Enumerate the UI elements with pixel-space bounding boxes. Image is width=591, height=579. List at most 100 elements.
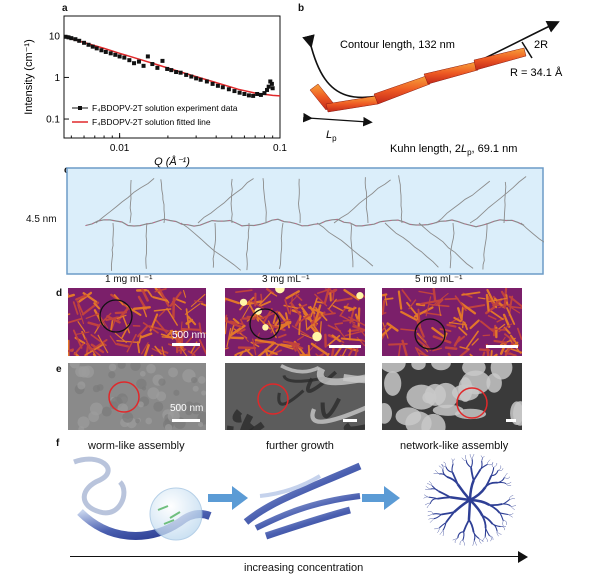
- data-point: [242, 91, 247, 96]
- data-point: [77, 38, 82, 43]
- data-point: [69, 36, 74, 41]
- panel-label-d: d: [56, 288, 63, 299]
- scale-bar: [172, 419, 200, 422]
- data-point: [165, 66, 170, 71]
- data-point: [113, 52, 118, 57]
- stage-label-worm: worm-like assembly: [88, 440, 185, 452]
- contour-length-label: Contour length, 132 nm: [340, 39, 455, 51]
- data-point: [141, 63, 146, 68]
- network-assembly: [423, 454, 517, 546]
- scale-bar: [329, 345, 361, 348]
- data-point: [103, 49, 108, 54]
- y-tick-label: 1: [54, 73, 60, 84]
- panel-label-e: e: [56, 364, 62, 375]
- concentration-axis-arrow: [518, 551, 528, 563]
- worm-chain-diagram: Contour length, 132 nm 2R R = 34.1 Å Lp …: [302, 20, 563, 157]
- data-point: [266, 84, 271, 89]
- data-point: [122, 55, 127, 60]
- data-point: [90, 44, 95, 49]
- two-r-label: 2R: [534, 39, 548, 51]
- height-label: 4.5 nm: [26, 214, 57, 225]
- progress-arrow-1: [208, 486, 248, 510]
- stage-label-growth: further growth: [266, 440, 334, 452]
- x-axis-label: Q (Å⁻¹): [154, 155, 190, 168]
- concentration-axis: [70, 556, 520, 557]
- tem-image-3mg: [225, 363, 365, 430]
- concentration-label-1: 1 mg mL⁻¹: [105, 274, 153, 285]
- data-point: [220, 85, 225, 90]
- growth-ribbons: [243, 462, 362, 540]
- data-point: [169, 68, 174, 73]
- data-point: [174, 70, 179, 75]
- data-point: [127, 58, 132, 63]
- data-point: [204, 79, 209, 84]
- molecular-structure-image: [66, 167, 544, 275]
- data-point: [194, 76, 199, 81]
- data-point: [136, 59, 141, 64]
- data-point: [255, 91, 260, 96]
- scale-bar: [172, 343, 200, 346]
- radius-label: R = 34.1 Å: [510, 66, 563, 79]
- afm-scale-label: 500 nm: [172, 330, 206, 341]
- persistence-length-label: Lp: [326, 129, 337, 143]
- data-point: [86, 42, 91, 47]
- afm-image-1mg: [68, 288, 206, 356]
- tem-image-1mg: [68, 363, 206, 430]
- concentration-label-2: 3 mg mL⁻¹: [262, 274, 310, 285]
- concentration-label-3: 5 mg mL⁻¹: [415, 274, 463, 285]
- y-tick-label: 0.1: [46, 115, 60, 126]
- panel-label-a: a: [62, 3, 68, 14]
- data-point: [82, 40, 87, 45]
- data-point: [237, 90, 242, 95]
- data-point: [145, 54, 150, 59]
- kuhn-length-label: Kuhn length, 2Lp, 69.1 nm: [390, 143, 517, 157]
- data-point: [189, 74, 194, 79]
- saxs-chart: 0.01 0.1 0.1 1 10 F₄BDOPV-2T solution experim…: [23, 15, 287, 168]
- highlight-circle: [456, 387, 488, 419]
- y-tick-label: 10: [49, 31, 61, 42]
- highlight-circle: [257, 383, 289, 415]
- x-tick-label: 0.1: [273, 143, 287, 154]
- persistence-arrow: [302, 112, 373, 127]
- concentration-axis-label: increasing concentration: [244, 562, 364, 574]
- data-point: [215, 83, 220, 88]
- data-point: [258, 92, 263, 97]
- data-point: [184, 72, 189, 77]
- data-point: [226, 87, 231, 92]
- data-point: [198, 77, 203, 82]
- data-point: [178, 70, 183, 75]
- data-point: [150, 62, 155, 67]
- progress-arrow-2: [362, 486, 400, 510]
- data-point: [63, 34, 68, 39]
- data-point: [160, 58, 165, 63]
- data-point: [66, 35, 71, 40]
- data-point: [265, 87, 270, 92]
- highlight-circle: [99, 299, 133, 333]
- legend-entry-experiment: F₄BDOPV-2T solution experiment data: [92, 103, 238, 113]
- scale-bar: [486, 345, 518, 348]
- tem-scale-label: 500 nm: [170, 403, 204, 414]
- afm-image-5mg: [382, 288, 522, 356]
- data-point: [268, 79, 273, 84]
- scale-bar: [343, 419, 357, 422]
- data-point: [94, 46, 99, 51]
- chain-segments: [309, 47, 527, 113]
- x-tick-label: 0.01: [110, 143, 130, 154]
- worm-like-ribbon: [73, 456, 212, 541]
- highlight-circle: [249, 308, 281, 340]
- stage-label-network: network-like assembly: [400, 440, 509, 452]
- afm-image-3mg: [225, 288, 365, 356]
- data-point: [73, 37, 78, 42]
- legend-entry-fit: F₄BDOPV-2T solution fitted line: [92, 117, 211, 127]
- assembly-illustration: [73, 454, 517, 546]
- scale-bar: [506, 419, 516, 422]
- data-point: [108, 51, 113, 56]
- data-point: [270, 86, 275, 91]
- data-point: [246, 93, 251, 98]
- y-axis-label: Intensity (cm⁻¹): [23, 39, 35, 114]
- data-point: [269, 81, 274, 86]
- data-point: [155, 65, 160, 70]
- data-point: [99, 48, 104, 53]
- panel-label-b: b: [298, 3, 305, 14]
- data-point: [251, 93, 256, 98]
